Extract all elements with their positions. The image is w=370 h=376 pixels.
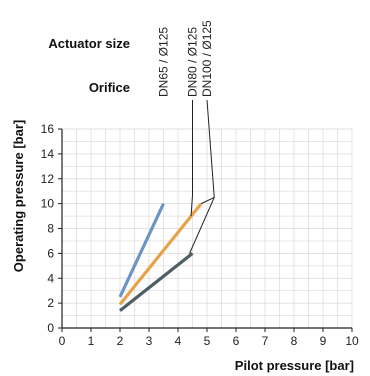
- legend-header-actuator-size: Actuator size: [48, 36, 130, 51]
- leader-line-dn100: [189, 99, 215, 254]
- x-tick-label: 7: [262, 334, 269, 348]
- series-label-3: DN100 / Ø125: [200, 20, 214, 97]
- y-axis-label: Operating pressure [bar]: [11, 120, 26, 272]
- series-label-1: DN65 / Ø125: [157, 27, 171, 97]
- y-tick-label: 2: [47, 296, 54, 310]
- x-tick-label: 0: [59, 334, 66, 348]
- legend-header-orifice: Orifice: [89, 80, 130, 95]
- x-tick-labels: 0 1 2 3 4 5 6 7 8 9 10: [59, 328, 359, 348]
- x-tick-label: 3: [146, 334, 153, 348]
- y-tick-labels: 0 2 4 6 8 10 12 14 16: [41, 122, 62, 335]
- series-line-3: [119, 252, 194, 312]
- y-tick-label: 14: [41, 147, 55, 161]
- series-line-1: [118, 202, 165, 298]
- x-tick-label: 8: [291, 334, 298, 348]
- x-tick-label: 9: [320, 334, 327, 348]
- x-tick-label: 5: [204, 334, 211, 348]
- series-leader-lines: [189, 99, 215, 254]
- series-labels: DN65 / Ø125 DN80 / Ø125 DN100 / Ø125: [157, 20, 215, 97]
- x-axis-label: Pilot pressure [bar]: [235, 358, 354, 373]
- x-tick-label: 10: [345, 334, 359, 348]
- grid: [61, 128, 353, 329]
- x-tick-label: 2: [117, 334, 124, 348]
- y-tick-label: 16: [41, 122, 55, 136]
- series-label-2: DN80 / Ø125: [186, 27, 200, 97]
- x-tick-label: 1: [88, 334, 95, 348]
- leader-line-dn80: [190, 100, 193, 217]
- y-tick-label: 8: [47, 222, 54, 236]
- x-tick-label: 6: [233, 334, 240, 348]
- series-line-2: [118, 202, 203, 306]
- x-tick-label: 4: [175, 334, 182, 348]
- y-tick-label: 4: [47, 271, 54, 285]
- leader-line-dn80-tip: [200, 196, 215, 205]
- series: [118, 202, 203, 312]
- y-tick-label: 6: [47, 246, 54, 260]
- y-tick-label: 12: [41, 172, 55, 186]
- y-tick-label: 0: [47, 321, 54, 335]
- y-tick-label: 10: [41, 197, 55, 211]
